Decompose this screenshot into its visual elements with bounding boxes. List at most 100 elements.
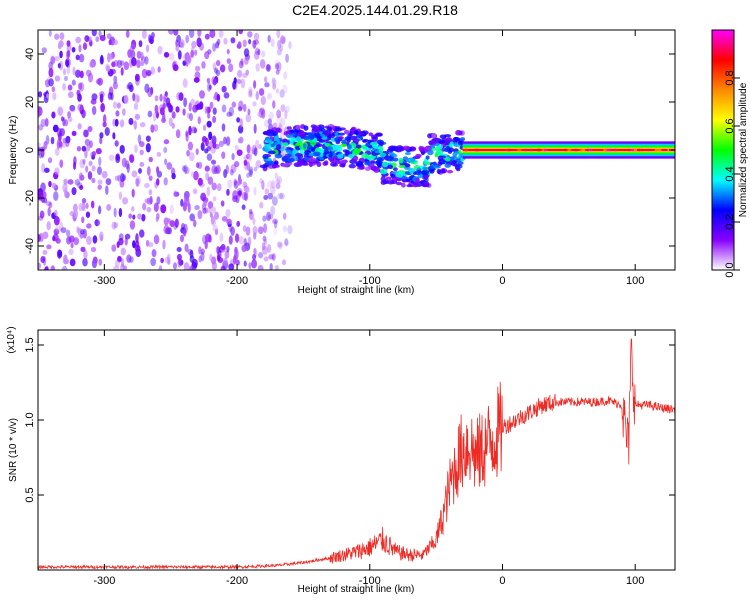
- spectrogram-cell: [330, 161, 337, 167]
- spectrogram-cell: [172, 64, 179, 72]
- spectrogram-cell: [281, 156, 288, 162]
- spectrogram-cell: [106, 203, 112, 211]
- spectrogram-cell: [221, 216, 228, 222]
- spectrogram-cell: [59, 32, 65, 40]
- snr-panel: -300 -200 -100 0 100 0.5 1.0 1.5 Height of str…: [6, 326, 676, 595]
- spectrogram-cell: [335, 146, 343, 152]
- spectrogram-cell: [253, 247, 257, 255]
- spectrogram-cell: [188, 102, 192, 112]
- spectrogram-cell: [150, 257, 157, 267]
- spectrogram-cell: [69, 104, 76, 112]
- spectrogram-cell: [267, 118, 272, 125]
- spectrogram-cell: [286, 158, 295, 163]
- spectrogram-cell: [286, 126, 292, 130]
- spectrogram-cell: [262, 235, 267, 242]
- spectrogram-cell: [113, 207, 117, 218]
- spectrogram-cell: [252, 253, 257, 261]
- spectrogram-cell: [91, 165, 96, 172]
- carrier-peak: [537, 148, 542, 152]
- spectrogram-cell: [186, 54, 192, 65]
- carrier-peak: [613, 148, 618, 152]
- spectrogram-cell: [248, 89, 253, 97]
- spectrogram-cell: [112, 101, 118, 109]
- spectrogram-cell: [148, 156, 153, 163]
- spectrogram-cell: [353, 130, 359, 135]
- spectrogram-cell: [126, 163, 130, 174]
- spectrogram-cell: [91, 105, 97, 116]
- spectrogram-cell: [198, 255, 202, 263]
- spectrogram-cell: [108, 154, 115, 161]
- spectrogram-cell: [131, 188, 135, 198]
- spectrogram-cell: [302, 143, 307, 149]
- spectrogram-cell: [444, 163, 451, 168]
- spectrogram-cell: [281, 36, 286, 45]
- spectrogram-cell: [286, 149, 292, 154]
- spectrogram-cell: [221, 123, 226, 132]
- spectrogram-cell: [141, 213, 146, 222]
- spectrogram-cell: [163, 51, 170, 58]
- spectrogram-cell: [233, 178, 237, 186]
- spectrogram-cell: [171, 172, 176, 180]
- spectrogram-cell: [249, 152, 253, 162]
- spectrogram-cell: [180, 234, 184, 243]
- spectrogram-cell: [182, 60, 187, 66]
- spectrogram-cell: [283, 71, 288, 80]
- spectrogram-cell: [263, 76, 268, 83]
- spectrogram-cell: [236, 220, 241, 227]
- spectrogram-cell: [248, 86, 253, 95]
- spectrogram-cell: [282, 212, 287, 220]
- spectrogram-y-axis-label: Frequency (Hz): [8, 116, 19, 185]
- spectrogram-cell: [54, 75, 61, 82]
- spectrogram-cell: [263, 223, 267, 234]
- spectrogram-cell: [231, 101, 237, 108]
- spectrogram-cell: [144, 83, 150, 93]
- spectrogram-cell: [197, 116, 201, 125]
- spectrogram-cell: [337, 153, 344, 159]
- spectrogram-cell: [156, 196, 161, 205]
- spectrogram-cell: [112, 118, 116, 127]
- spectrogram-cell: [228, 63, 234, 73]
- spectrogram-cell: [259, 178, 263, 184]
- spectrogram-cell: [172, 262, 178, 270]
- spectrogram-cell: [136, 59, 141, 69]
- spectrogram-cell: [260, 95, 267, 106]
- spectrogram-cell: [209, 101, 214, 109]
- spectrogram-cell: [116, 102, 121, 109]
- spectrogram-cell: [51, 86, 56, 93]
- spectrogram-cell: [214, 211, 220, 220]
- spectrogram-cell: [45, 265, 49, 270]
- spectrogram-cell: [247, 236, 252, 246]
- spectrogram-cell: [435, 149, 444, 156]
- spectrogram-cell: [284, 241, 290, 247]
- spectrogram-cell: [165, 227, 171, 235]
- spectrogram-cell: [228, 263, 235, 270]
- spectrogram-cell: [381, 161, 389, 168]
- snr-series-line: [38, 338, 675, 570]
- spectrogram-cell: [446, 169, 454, 174]
- spectrogram-cell: [114, 118, 119, 127]
- spectrogram-cell: [54, 167, 60, 175]
- spectrogram-cell: [176, 34, 181, 43]
- spectrogram-cell: [289, 129, 296, 133]
- spectrogram-cell: [119, 144, 125, 154]
- spectrogram-cell: [419, 180, 425, 184]
- spectrogram-cell: [87, 72, 94, 83]
- spectrogram-cell: [40, 182, 46, 193]
- spectrogram-cell: [135, 175, 142, 185]
- spectrogram-cell: [259, 201, 264, 209]
- spectrogram-cell: [266, 137, 271, 142]
- spectrogram-cell: [105, 65, 111, 72]
- spectrogram-cell: [50, 56, 56, 65]
- spectrogram-cell: [428, 140, 436, 146]
- spectrogram-cell: [42, 191, 47, 199]
- spectrogram-cell: [128, 117, 134, 125]
- carrier-peak: [639, 148, 644, 152]
- spectrogram-cell: [293, 155, 299, 162]
- spectrogram-cell: [241, 72, 248, 78]
- spectrogram-cell: [84, 149, 88, 159]
- spectrogram-cell: [72, 66, 76, 76]
- spectrogram-cell: [83, 249, 88, 260]
- spectrogram-cell: [295, 142, 301, 147]
- x-tick-label: -300: [93, 575, 115, 587]
- spectrogram-cell: [44, 79, 50, 86]
